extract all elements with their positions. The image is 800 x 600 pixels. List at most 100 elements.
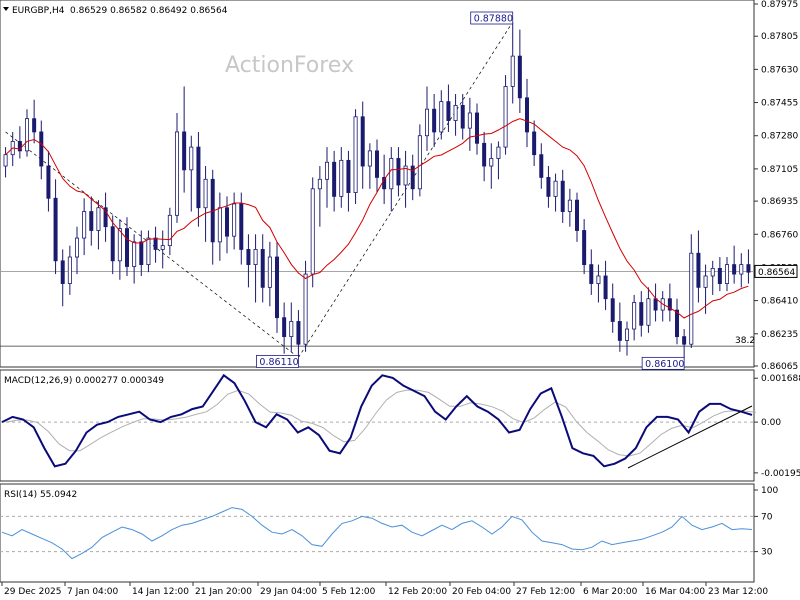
candle-body <box>603 275 608 300</box>
candle-body <box>467 112 472 129</box>
price-annotation-label: 0.86100 <box>645 359 684 370</box>
macd-tick-label: 0.001688 <box>761 374 800 384</box>
candle-body <box>24 118 29 152</box>
candle-body <box>389 158 394 190</box>
dropdown-triangle-icon <box>3 7 9 11</box>
candle-body <box>589 264 594 284</box>
candle-body <box>460 104 465 129</box>
candlestick-series <box>3 22 751 360</box>
candle-body <box>246 249 251 266</box>
candle-body <box>89 211 94 231</box>
macd-line <box>1 373 753 468</box>
candle-body <box>396 158 401 186</box>
candle-body <box>546 177 551 197</box>
candle-body <box>453 104 458 121</box>
time-tick-label: 7 Jan 04:00 <box>67 587 119 597</box>
candle-body <box>196 146 201 209</box>
time-tick-label: 20 Feb 04:00 <box>452 587 511 597</box>
candle-body <box>139 241 144 266</box>
candle-body <box>567 199 572 212</box>
fib-label: 38.2 <box>735 336 755 346</box>
candle-body <box>424 108 429 137</box>
candle-body <box>496 146 501 159</box>
current-price-box <box>754 264 798 278</box>
candle-body <box>739 264 744 275</box>
price-tick-label: 0.87105 <box>761 165 798 175</box>
candle-body <box>217 207 222 243</box>
candle-body <box>353 116 358 193</box>
candle-body <box>282 317 287 338</box>
candle-body <box>410 165 415 190</box>
rsi-axis: 100 70 30 <box>0 486 778 558</box>
candle-body <box>317 178 322 190</box>
candle-body <box>710 267 715 277</box>
candle-body <box>39 131 44 167</box>
candle-body <box>160 245 165 250</box>
rsi-tick-label: 30 <box>761 548 773 558</box>
candle-body <box>132 241 137 267</box>
candle-body <box>553 180 558 197</box>
candle-body <box>346 159 351 193</box>
time-tick-label: 21 Jan 20:00 <box>195 587 252 597</box>
price-annotation-label: 0.86110 <box>259 357 298 368</box>
candle-body <box>53 197 58 262</box>
rsi-tick-label: 70 <box>761 512 773 522</box>
candle-body <box>696 252 701 288</box>
candle-body <box>632 302 637 330</box>
candle-body <box>703 275 708 288</box>
price-tick-label: 0.86065 <box>761 362 798 372</box>
candle-body <box>675 309 680 338</box>
candle-body <box>575 199 580 231</box>
candle-body <box>596 275 601 284</box>
candle-body <box>489 158 494 167</box>
candle-body <box>510 55 515 87</box>
candle-body <box>539 154 544 178</box>
candle-body <box>260 249 265 288</box>
rsi-title: RSI(14) 55.0942 <box>4 490 77 500</box>
macd-panel <box>0 369 755 482</box>
candle-body <box>46 165 51 199</box>
candle-body <box>682 336 687 345</box>
candle-body <box>403 165 408 186</box>
time-tick-label: 23 Mar 12:00 <box>708 587 768 597</box>
ohlc-readout: 0.86529 0.86582 0.86492 0.86564 <box>70 6 228 16</box>
watermark: ActionForex <box>225 53 354 78</box>
candle-body <box>274 256 279 319</box>
candle-body <box>239 203 244 250</box>
price-tick-label: 0.86235 <box>761 330 798 340</box>
candle-body <box>17 141 22 152</box>
candle-body <box>182 131 187 171</box>
macd-axis: 0.001688 0.00 -0.001953 <box>0 374 800 479</box>
candle-body <box>439 101 444 133</box>
price-annotation-box <box>641 356 685 370</box>
price-tick-label: 0.87805 <box>761 32 798 42</box>
candle-body <box>517 55 522 99</box>
candle-body <box>474 112 479 144</box>
price-axis: 0.87975 0.87805 0.87630 0.87455 0.87280 0.871… <box>754 0 798 372</box>
candle-body <box>532 131 537 156</box>
macd-tick-label: 0.00 <box>761 418 781 428</box>
time-tick-label: 29 Dec 2025 <box>4 587 62 597</box>
candle-body <box>96 207 101 231</box>
rsi-line <box>1 507 753 560</box>
moving-average-line <box>5 118 749 319</box>
rsi-tick-label: 100 <box>761 486 778 496</box>
price-annotation-box <box>470 11 514 25</box>
macd-signal-line <box>5 389 757 457</box>
candle-body <box>374 150 379 178</box>
candle-body <box>339 159 344 197</box>
price-tick-label: 0.86935 <box>761 197 798 207</box>
candle-body <box>125 228 130 267</box>
price-annotations: 0.87880 0.86110 0.86100 <box>256 11 685 370</box>
candle-body <box>503 86 508 148</box>
candle-body <box>446 101 451 121</box>
macd-tick-label: -0.001953 <box>761 469 800 479</box>
time-tick-label: 14 Jan 12:00 <box>132 587 189 597</box>
candle-body <box>75 237 80 258</box>
candle-body <box>232 203 237 237</box>
candle-body <box>582 230 587 266</box>
candle-body <box>360 116 365 167</box>
candle-body <box>625 328 630 341</box>
candle-body <box>167 214 172 247</box>
candle-body <box>174 131 179 216</box>
